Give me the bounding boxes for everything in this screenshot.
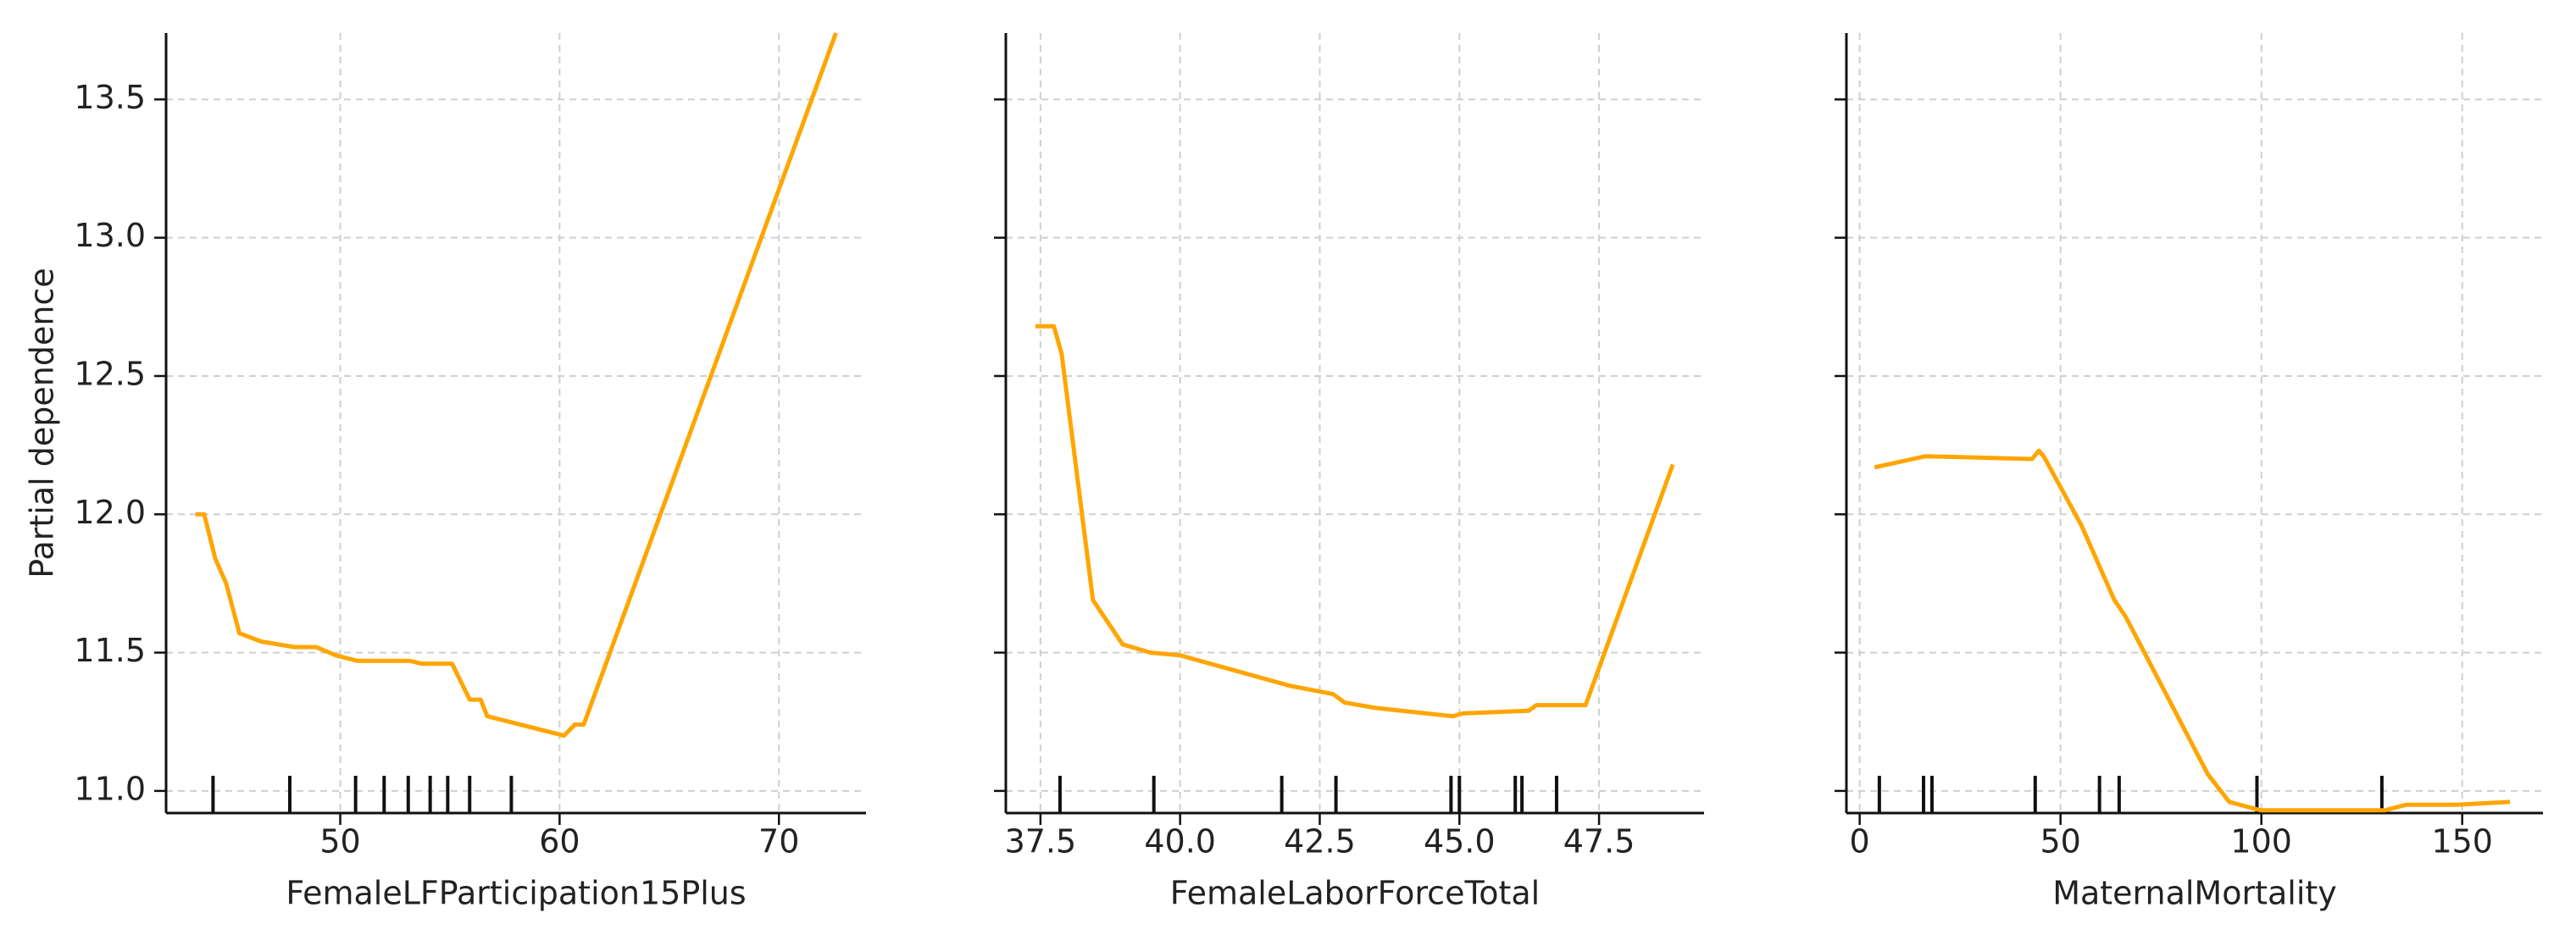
y-axis-label: Partial dependence xyxy=(24,268,61,578)
x-tick-label: 50 xyxy=(319,823,360,860)
x-tick-label: 50 xyxy=(2040,823,2080,860)
y-tick-label: 13.0 xyxy=(74,217,146,254)
x-tick-label: 40.0 xyxy=(1144,823,1216,860)
x-tick-label: 47.5 xyxy=(1563,823,1635,860)
x-tick-label: 100 xyxy=(2230,823,2292,860)
pd-line xyxy=(195,32,838,739)
x-tick-label: 60 xyxy=(539,823,580,860)
x-tick-label: 45.0 xyxy=(1424,823,1496,860)
y-tick-label: 12.5 xyxy=(74,355,146,392)
x-tick-label: 70 xyxy=(758,823,799,860)
x-tick-label: 150 xyxy=(2431,823,2493,860)
pd-line xyxy=(1035,324,1675,719)
x-axis-label: MaternalMortality xyxy=(2052,875,2337,912)
y-tick-label: 13.5 xyxy=(74,79,146,116)
x-tick-label: 37.5 xyxy=(1005,823,1077,860)
x-axis-label: FemaleLFParticipation15Plus xyxy=(286,875,746,912)
x-tick-label: 42.5 xyxy=(1284,823,1356,860)
y-tick-label: 11.0 xyxy=(74,770,146,807)
x-tick-label: 0 xyxy=(1850,823,1870,860)
pd-line xyxy=(1874,448,2511,813)
y-tick-label: 11.5 xyxy=(74,632,146,669)
x-axis-label: FemaleLaborForceTotal xyxy=(1170,875,1540,912)
y-tick-label: 12.0 xyxy=(74,494,146,531)
